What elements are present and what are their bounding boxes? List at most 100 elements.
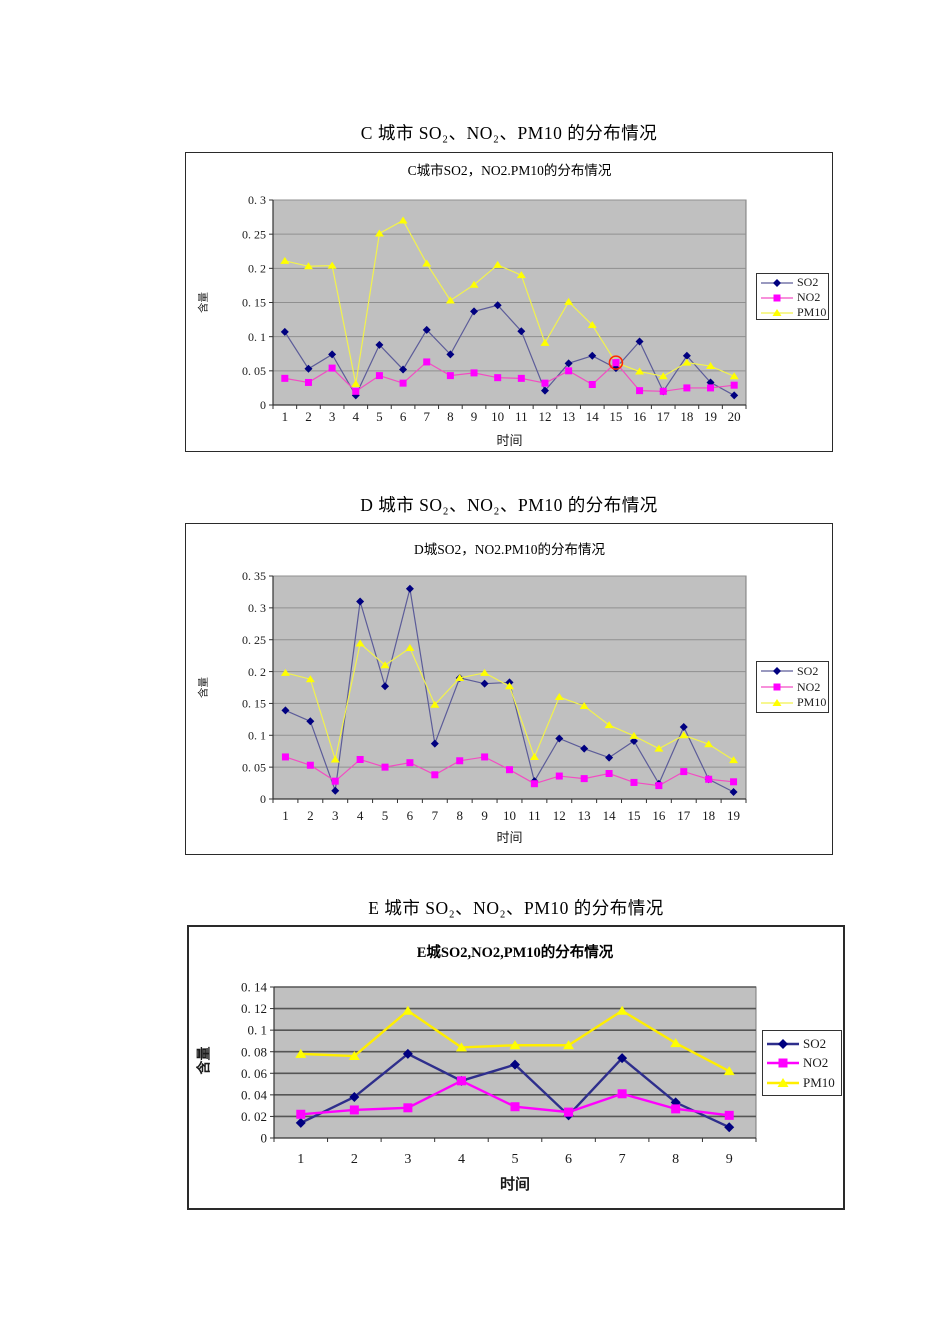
no2-line-marker-sample	[760, 292, 794, 304]
x-tick-label: 8	[456, 808, 463, 823]
x-tick-label: 10	[503, 808, 516, 823]
chart-d-yaxis-title: 含量	[198, 677, 210, 698]
SO2-marker	[629, 737, 638, 746]
chart-c-xaxis-title: 时间	[496, 433, 523, 448]
legend-item-no2: NO2	[760, 680, 825, 695]
chart-e-yaxis-title: 含量	[197, 1046, 213, 1075]
highlight-ring	[608, 355, 624, 370]
NO2-marker	[403, 1103, 413, 1113]
x-tick-label: 12	[538, 409, 551, 424]
x-tick-label: 17	[657, 409, 671, 424]
no2-line-marker-sample	[760, 681, 794, 693]
y-tick-label: 0. 3	[248, 193, 266, 207]
PM10-marker	[303, 262, 313, 270]
NO2-marker	[671, 1104, 681, 1114]
SO2-sample-glyph	[761, 667, 793, 676]
chart-d-inner-title: D城SO2，NO2.PM10的分布情况	[414, 542, 605, 557]
legend-item-pm10: PM10	[760, 305, 826, 320]
chart-c-legend: SO2 NO2 PM10	[756, 273, 829, 320]
SO2-marker	[349, 1092, 360, 1103]
legend-label: PM10	[803, 1074, 835, 1090]
SO2-marker	[724, 1122, 735, 1133]
SO2-marker	[517, 327, 526, 336]
y-tick-label: 0. 1	[248, 1023, 268, 1038]
PM10-marker	[351, 379, 361, 387]
SO2-marker	[564, 359, 573, 368]
x-tick-label: 14	[603, 808, 617, 823]
PM10-marker	[629, 731, 639, 739]
NO2-marker	[565, 367, 573, 375]
legend-item-so2: SO2	[766, 1036, 838, 1052]
NO2-marker	[349, 1105, 359, 1115]
x-tick-label: 1	[297, 1152, 304, 1167]
PM10-marker	[402, 1005, 414, 1015]
NO2-marker	[456, 1076, 466, 1086]
x-tick-label: 7	[432, 808, 439, 823]
x-tick-label: 4	[357, 808, 364, 823]
PM10-marker	[670, 1038, 682, 1048]
PM10-marker	[729, 756, 739, 764]
SO2-marker	[588, 351, 597, 360]
y-tick-label: 0. 3	[248, 601, 266, 615]
PM10-marker	[355, 639, 365, 647]
x-tick-label: 18	[680, 409, 693, 424]
PM10-sample-marker	[772, 308, 782, 316]
so2-line-marker-sample	[760, 277, 794, 289]
PM10-marker	[679, 731, 689, 739]
legend-label: NO2	[797, 679, 821, 694]
y-tick-label: 0. 25	[242, 227, 266, 241]
SO2-sample-marker	[773, 278, 781, 287]
PM10-marker	[682, 358, 692, 366]
PM10-marker	[516, 271, 526, 279]
x-tick-label: 6	[400, 409, 407, 424]
legend-label: SO2	[797, 663, 819, 678]
PM10-marker	[554, 693, 564, 701]
PM10-marker	[658, 372, 668, 380]
x-tick-label: 9	[726, 1152, 733, 1167]
PM10-marker	[587, 321, 597, 329]
series-PM10-markers	[280, 639, 739, 764]
PM10-marker	[654, 744, 664, 752]
PM10-marker	[493, 260, 503, 268]
PM10-marker	[330, 755, 340, 763]
NO2-marker	[705, 775, 713, 783]
NO2-marker	[494, 374, 502, 382]
legend-item-pm10: PM10	[760, 695, 827, 710]
NO2-marker	[381, 763, 389, 771]
SO2-marker	[493, 301, 502, 310]
legend-item-so2: SO2	[760, 664, 825, 679]
y-tick-label: 0. 08	[241, 1044, 267, 1059]
y-tick-label: 0. 35	[242, 569, 266, 583]
SO2-sample-marker	[778, 1038, 788, 1049]
PM10-marker	[616, 1005, 628, 1015]
legend-label: PM10	[797, 695, 827, 710]
SO2-marker	[730, 391, 739, 400]
NO2-marker	[331, 777, 339, 785]
chart-d-frame: D城SO2，NO2.PM10的分布情况 0 0. 05 0. 1 0. 15 0. 2 0…	[185, 523, 833, 855]
x-tick-label: 10	[491, 409, 504, 424]
legend-item-no2: NO2	[766, 1055, 838, 1071]
no2-line-marker-sample	[766, 1057, 800, 1069]
SO2-marker	[706, 378, 715, 387]
SO2-sample-marker	[773, 667, 781, 676]
y-tick-label: 0. 05	[242, 364, 266, 378]
NO2-marker	[470, 369, 478, 377]
PM10-marker	[563, 1040, 575, 1050]
PM10-marker	[430, 700, 440, 708]
SO2-sample-glyph	[761, 278, 793, 287]
PM10-marker	[380, 661, 390, 669]
legend-item-pm10: PM10	[766, 1075, 838, 1091]
PM10-marker	[579, 701, 589, 709]
SO2-marker	[405, 584, 414, 593]
y-tick-label: 0	[260, 398, 266, 412]
NO2-sample-glyph	[767, 1058, 799, 1068]
NO2-marker	[580, 775, 588, 783]
PM10-marker	[455, 1042, 467, 1052]
PM10-marker	[706, 362, 716, 370]
PM10-marker	[635, 367, 645, 375]
NO2-marker	[630, 778, 638, 786]
chart-c-plot: 00. 050. 10. 150. 20. 250. 31 2 3 4 5 6 7 8 9 10 1…	[242, 193, 747, 424]
SO2-marker	[399, 365, 408, 374]
x-tick-label: 4	[458, 1152, 465, 1167]
SO2-marker	[430, 739, 439, 748]
